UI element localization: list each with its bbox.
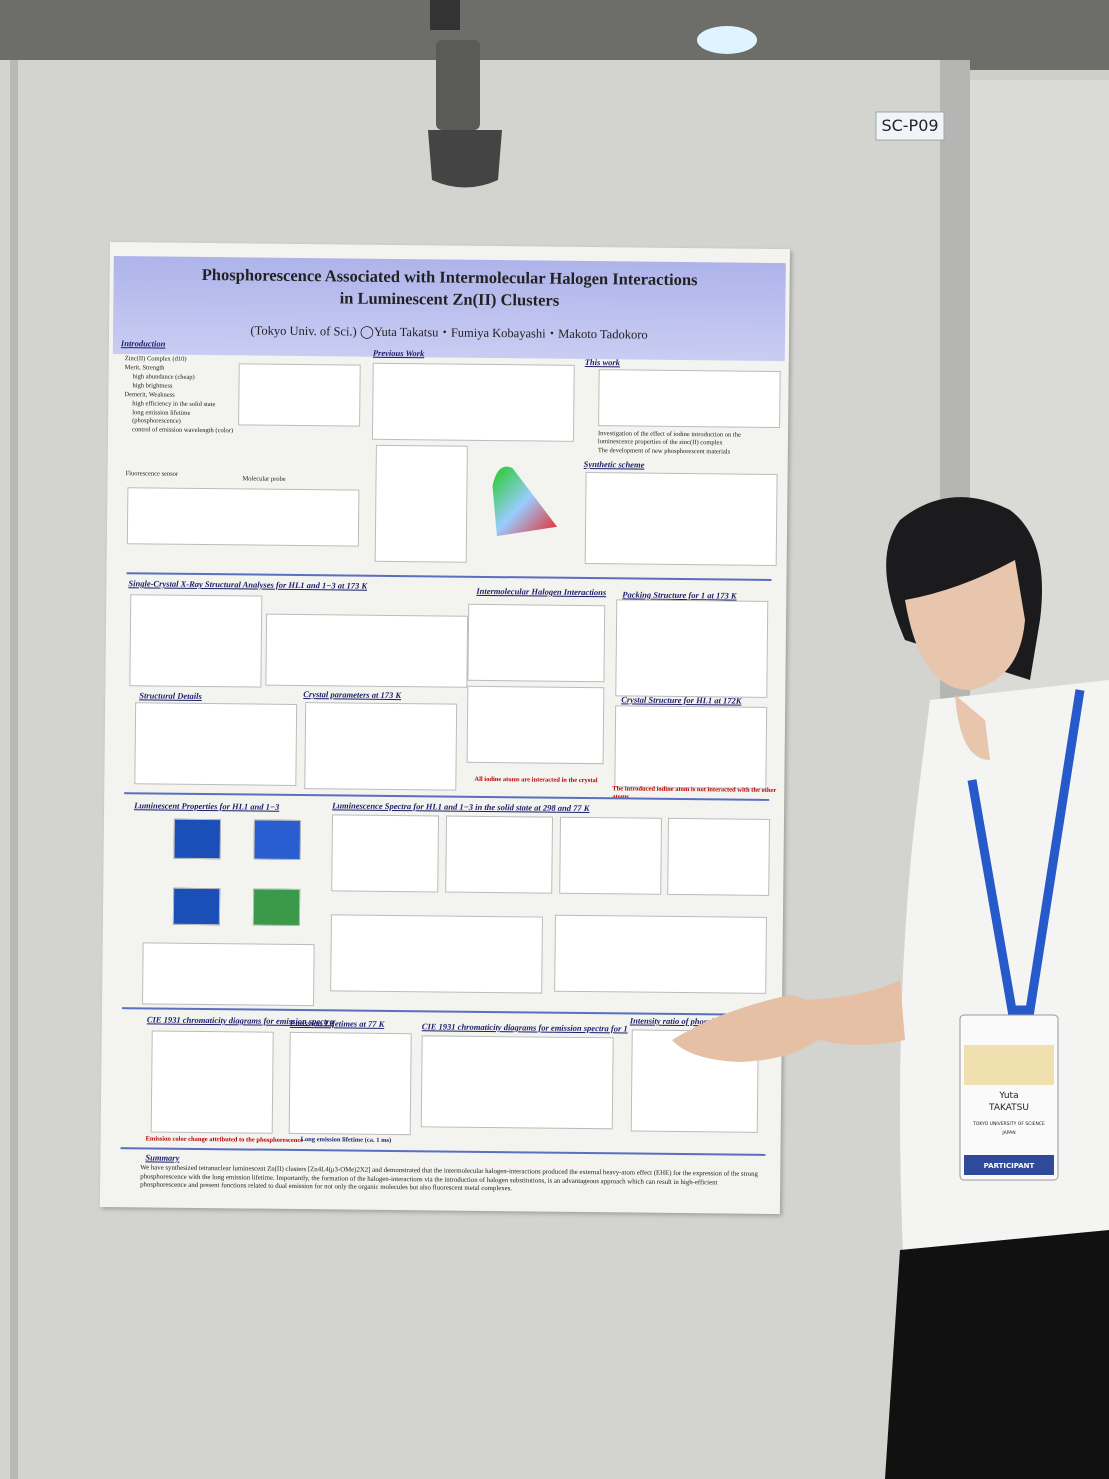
booth-sign xyxy=(875,111,945,141)
badge-role: PARTICIPANT xyxy=(984,1162,1035,1170)
badge-first-name: Yuta xyxy=(998,1091,1018,1101)
cie-figure xyxy=(492,466,558,537)
frame-post-left xyxy=(10,60,18,1479)
lamp-head xyxy=(428,130,502,188)
ceiling xyxy=(0,0,1109,70)
badge-banner xyxy=(964,1045,1054,1085)
hand xyxy=(672,995,830,1062)
trousers xyxy=(885,1230,1109,1479)
lamp-mount xyxy=(430,0,460,30)
badge-country: JAPAN xyxy=(1001,1130,1015,1136)
hand xyxy=(955,695,990,760)
lanyard xyxy=(967,689,1085,1015)
badge-affiliation: TOKYO UNIVERSITY OF SCIENCE xyxy=(972,1121,1045,1127)
booth-label: SC-P09 xyxy=(881,116,938,135)
ceiling-light xyxy=(697,26,757,54)
arm xyxy=(790,980,905,1045)
lamp-arm xyxy=(436,40,480,130)
cie-gamut xyxy=(492,466,558,537)
face xyxy=(905,560,1025,690)
badge-last-name: TAKATSU xyxy=(988,1103,1029,1113)
poster: Phosphorescence Associated with Intermol… xyxy=(99,242,790,1215)
badge-role-band xyxy=(964,1155,1054,1175)
